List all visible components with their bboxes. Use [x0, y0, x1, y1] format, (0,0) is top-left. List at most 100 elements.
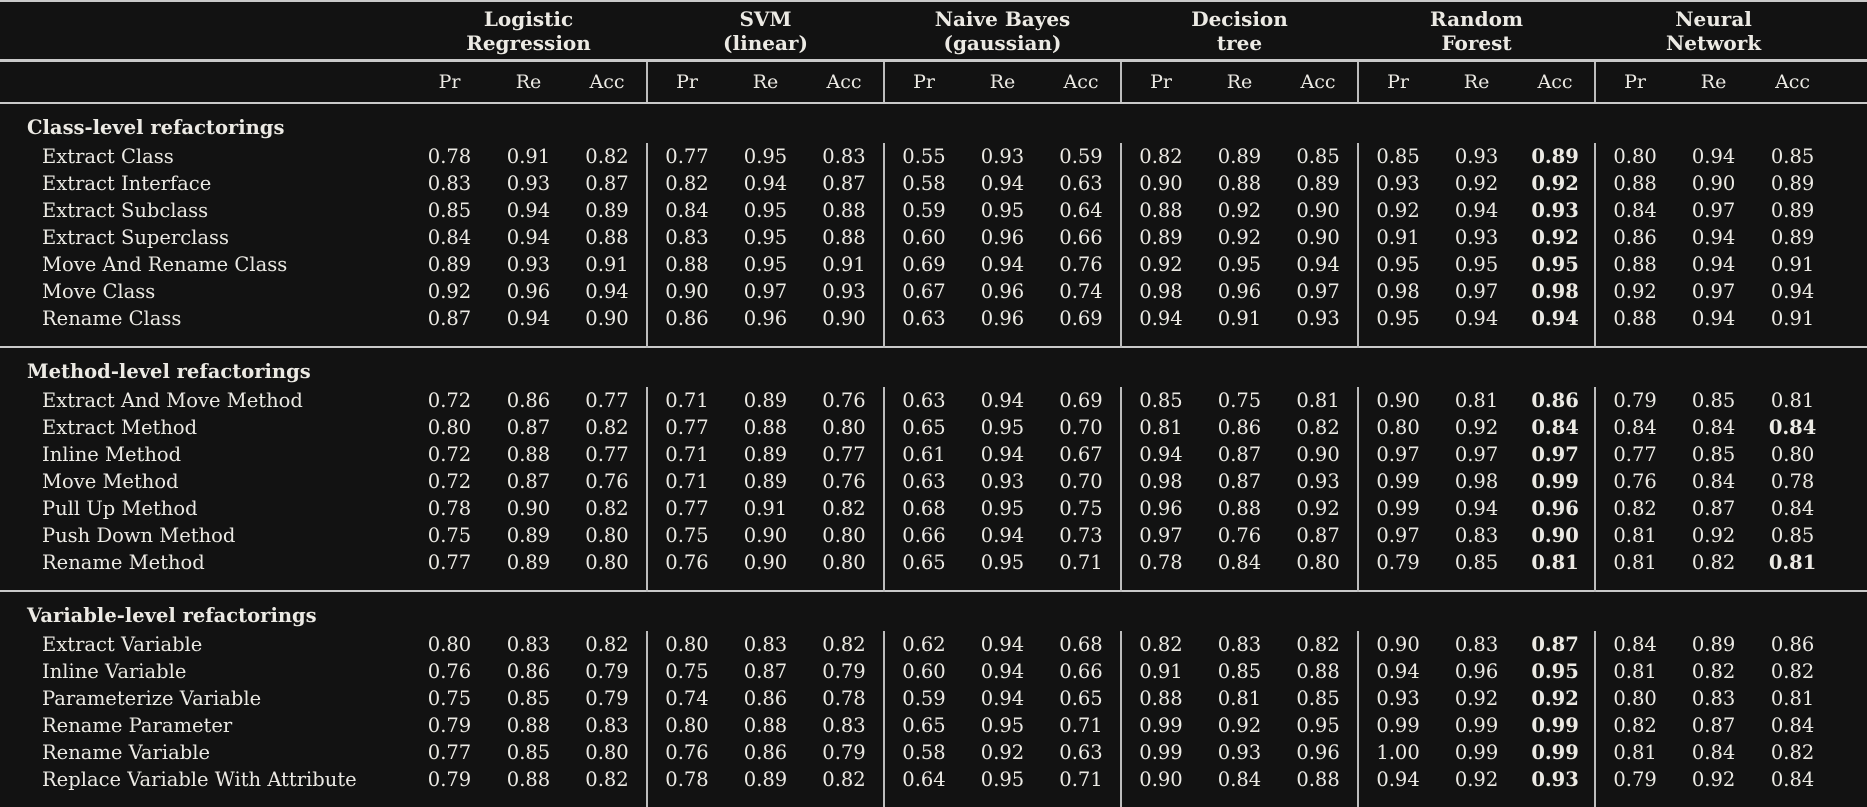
- metric-value: 0.72: [427, 470, 472, 493]
- row-label: Pull Up Method: [42, 497, 198, 520]
- table-row: Extract Variable 0.80 0.83 0.82 0.80 0.83 0.82…: [0, 631, 1867, 658]
- metric-value: 0.83: [1217, 633, 1262, 656]
- metric-value: 0.93: [1531, 768, 1579, 791]
- metric-value: 0.96: [980, 226, 1025, 249]
- metric-value: 0.82: [585, 416, 629, 439]
- metric-value: 0.94: [980, 389, 1025, 412]
- metric-value: 0.76: [1059, 253, 1103, 276]
- metric-value: 0.76: [646, 739, 726, 766]
- metric-value: 0.90: [585, 307, 629, 330]
- row-filler: [1832, 468, 1867, 495]
- row-filler: [1832, 658, 1867, 685]
- metric-value: 0.75: [427, 687, 472, 710]
- metric-value: 0.88: [1120, 685, 1201, 712]
- metric-header-pr: Pr: [883, 60, 963, 104]
- metric-value: 0.77: [585, 443, 629, 466]
- metric-value: 0.89: [1531, 145, 1579, 168]
- metric-value: 0.96: [1217, 280, 1262, 303]
- metric-value: 0.72: [427, 443, 472, 466]
- metric-value: 0.87: [822, 172, 866, 195]
- metric-value: 0.64: [883, 766, 963, 807]
- metric-value: 0.82: [1296, 416, 1340, 439]
- metric-value: 0.79: [1594, 766, 1675, 807]
- metric-value: 0.90: [1357, 387, 1438, 414]
- metric-value: 0.80: [646, 712, 726, 739]
- metric-value: 0.80: [1357, 414, 1438, 441]
- metric-value: 0.84: [1217, 768, 1262, 791]
- metric-value: 0.76: [1594, 468, 1675, 495]
- metric-value: 0.66: [1059, 226, 1103, 249]
- metric-value: 0.83: [822, 714, 866, 737]
- section-title: Method-level refactorings: [0, 346, 1867, 387]
- metric-value: 0.97: [1296, 280, 1340, 303]
- metric-value: 0.85: [1770, 524, 1815, 547]
- row-filler: [1832, 278, 1867, 305]
- metric-value: 0.98: [1357, 278, 1438, 305]
- metric-value: 0.93: [1217, 741, 1262, 764]
- classifier-name-line1: Logistic: [483, 7, 574, 31]
- metric-value: 0.77: [646, 414, 726, 441]
- metric-value: 0.95: [743, 226, 788, 249]
- metric-value: 0.92: [1594, 278, 1675, 305]
- metric-value: 0.91: [506, 145, 551, 168]
- row-label: Push Down Method: [42, 524, 236, 547]
- metric-value: 0.93: [1454, 145, 1499, 168]
- metric-value: 0.86: [1770, 633, 1815, 656]
- metric-value: 0.60: [883, 658, 963, 685]
- metric-value: 0.61: [883, 441, 963, 468]
- metric-value: 0.79: [822, 741, 866, 764]
- metric-value: 0.94: [1691, 226, 1736, 249]
- row-filler: [1832, 685, 1867, 712]
- metric-value: 0.76: [585, 470, 629, 493]
- metric-value: 0.92: [427, 280, 472, 303]
- metric-value: 0.92: [1531, 226, 1579, 249]
- row-label: Rename Class: [42, 307, 182, 330]
- metric-value: 0.97: [1531, 443, 1579, 466]
- metric-value: 0.86: [743, 741, 788, 764]
- metric-value: 0.85: [1217, 660, 1262, 683]
- metric-value: 0.59: [1059, 145, 1103, 168]
- metric-value: 0.60: [883, 224, 963, 251]
- table-row: Extract Interface 0.83 0.93 0.87 0.82 0.94 0.8…: [0, 170, 1867, 197]
- metric-header-re: Re: [963, 60, 1042, 104]
- metric-value: 0.66: [883, 522, 963, 549]
- classifier-header-neural: Neural Network: [1595, 1, 1833, 62]
- row-filler: [1832, 766, 1867, 807]
- metric-value: 0.94: [980, 253, 1025, 276]
- metric-value: 0.90: [1531, 524, 1579, 547]
- metric-value: 0.95: [1531, 660, 1579, 683]
- metric-value: 0.97: [1357, 441, 1438, 468]
- metric-value: 0.89: [743, 389, 788, 412]
- metric-value: 0.94: [1454, 497, 1499, 520]
- table-row: Parameterize Variable 0.75 0.85 0.79 0.74 0.8…: [0, 685, 1867, 712]
- metric-value: 0.76: [646, 549, 726, 591]
- metric-value: 0.63: [883, 387, 963, 414]
- metric-value: 0.89: [743, 443, 788, 466]
- metric-value: 0.82: [1770, 660, 1815, 683]
- metric-value: 0.82: [585, 145, 629, 168]
- row-label: Move Method: [42, 470, 179, 493]
- metric-value: 0.92: [1691, 768, 1736, 791]
- row-label: Extract Subclass: [42, 199, 209, 222]
- metric-value: 0.88: [1594, 251, 1675, 278]
- metric-value: 0.98: [1120, 278, 1201, 305]
- metric-value: 0.91: [822, 253, 866, 276]
- metric-value: 0.92: [1531, 172, 1579, 195]
- metric-value: 0.93: [1357, 685, 1438, 712]
- metric-value: 0.65: [1059, 687, 1103, 710]
- metric-value: 0.69: [1059, 307, 1103, 330]
- metric-value: 0.83: [646, 224, 726, 251]
- metric-value: 0.67: [1059, 443, 1103, 466]
- metric-value: 0.90: [743, 524, 788, 547]
- metric-value: 0.77: [1594, 441, 1675, 468]
- metric-value: 0.96: [1531, 497, 1579, 520]
- metric-value: 0.81: [1594, 549, 1675, 591]
- metric-value: 0.94: [506, 199, 551, 222]
- metric-value: 0.79: [585, 687, 629, 710]
- metric-value: 0.86: [743, 687, 788, 710]
- metric-value: 0.81: [1768, 551, 1817, 574]
- metric-value: 0.79: [1357, 549, 1438, 591]
- row-filler: [1832, 549, 1867, 591]
- metric-header-pr: Pr: [1120, 60, 1201, 104]
